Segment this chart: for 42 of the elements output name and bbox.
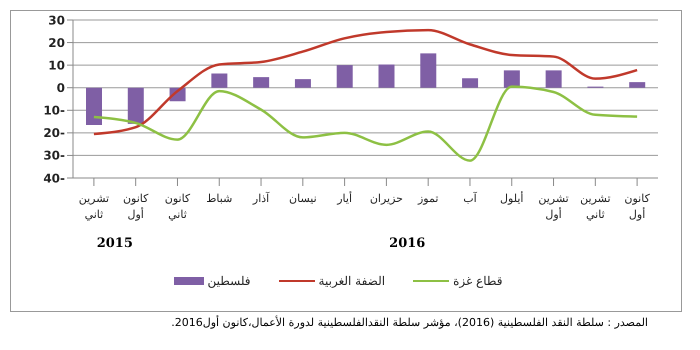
bar bbox=[211, 73, 228, 88]
x-tick-label: تشرين ثاني bbox=[78, 192, 110, 221]
bar bbox=[504, 70, 520, 88]
x-tick-label: كانون أول bbox=[624, 192, 651, 221]
x-tick-label: شباط bbox=[206, 192, 232, 205]
x-tick-label: كانون أول bbox=[122, 192, 150, 221]
y-tick-label: 0 bbox=[56, 80, 65, 95]
x-tick-label: أيلول bbox=[500, 191, 524, 205]
bar bbox=[420, 53, 436, 88]
x-tick-label: نيسان bbox=[289, 192, 317, 205]
y-tick-label: 30- bbox=[43, 148, 66, 163]
legend-label: فلسطين bbox=[208, 274, 251, 288]
bar bbox=[128, 88, 144, 124]
text: 2016 bbox=[388, 236, 426, 251]
bar bbox=[253, 77, 270, 88]
bar bbox=[462, 78, 478, 88]
x-tick-label: تشرين أول bbox=[538, 192, 569, 221]
text: المصدر : سلطة النقد الفلسطينية (2016)، مؤشر سلطة النقدالفلسطينية لدورة الأعمال،كانون أول2016. bbox=[171, 316, 648, 329]
line-series bbox=[92, 85, 638, 162]
x-tick-label: حزيران bbox=[370, 192, 403, 205]
bar bbox=[629, 82, 646, 88]
bar bbox=[294, 79, 311, 88]
text: 2015 bbox=[96, 236, 134, 251]
y-tick-label: 40- bbox=[43, 171, 66, 186]
y-tick-label: 20 bbox=[48, 36, 65, 50]
y-tick-label: 20- bbox=[43, 126, 66, 140]
y-tick-label: 10- bbox=[43, 104, 66, 118]
bar bbox=[86, 88, 102, 125]
x-tick-label: آذار bbox=[252, 191, 270, 205]
y-tick-label: 30 bbox=[48, 13, 65, 28]
bar bbox=[546, 70, 562, 88]
legend-label: قطاع غزة bbox=[453, 274, 502, 288]
line-series bbox=[92, 28, 638, 136]
x-tick-label: أيار bbox=[336, 191, 352, 205]
bar bbox=[336, 65, 353, 88]
x-tick-label: آب bbox=[463, 191, 478, 205]
legend-label: الضفة الغربية bbox=[318, 274, 386, 288]
x-tick-label: تشرين ثاني bbox=[580, 192, 611, 221]
y-tick-label: 10 bbox=[48, 58, 65, 72]
x-tick-label: تموز bbox=[416, 192, 438, 205]
bar bbox=[378, 64, 394, 88]
x-tick-label: كانون ثاني bbox=[164, 192, 191, 221]
